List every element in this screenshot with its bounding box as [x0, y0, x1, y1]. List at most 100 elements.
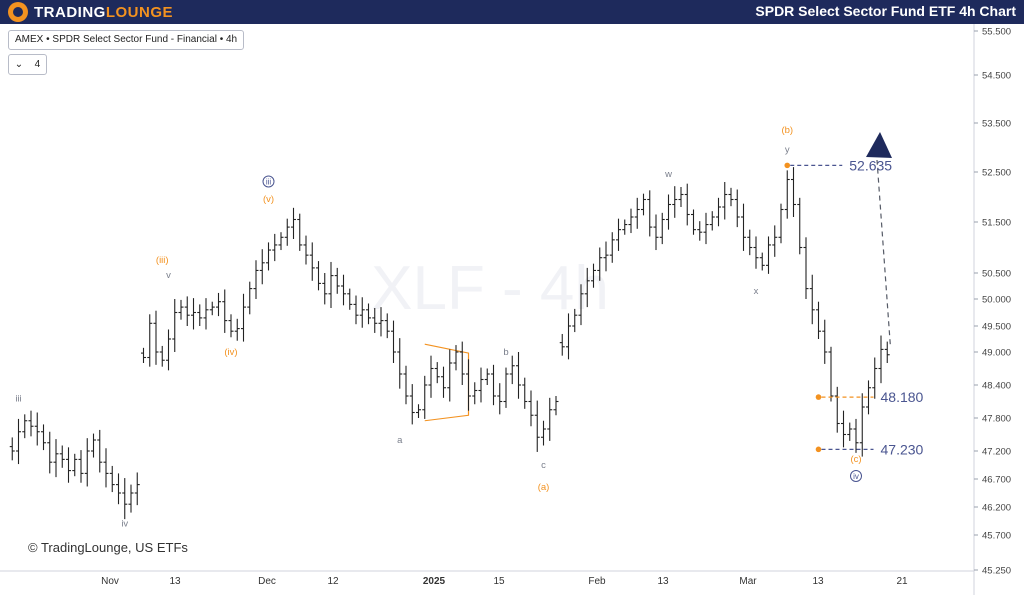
ohlc-bar [66, 447, 71, 483]
wave-label: w [664, 169, 672, 180]
ohlc-bar [822, 319, 828, 364]
ohlc-bar [641, 193, 646, 216]
ohlc-bar [84, 438, 90, 487]
ohlc-bar [866, 380, 871, 415]
ohlc-bar [528, 390, 534, 427]
y-tick-label: 46.700 [982, 475, 1011, 486]
wave-label: (c) [850, 454, 861, 465]
ohlc-bar [166, 329, 171, 371]
ohlc-bar [647, 190, 653, 237]
ohlc-bar [122, 478, 128, 520]
ohlc-bar [34, 412, 40, 446]
ohlc-bar [241, 293, 246, 342]
ohlc-bar [697, 221, 703, 241]
y-tick-label: 45.250 [982, 566, 1011, 577]
ohlc-bar [572, 308, 578, 333]
ohlc-bar [747, 229, 753, 256]
ohlc-bar [434, 362, 440, 384]
interval-selector[interactable]: ⌄ 4 [8, 54, 47, 75]
y-tick-label: 50.000 [982, 295, 1011, 306]
symbol-legend[interactable]: AMEX • SPDR Select Sector Fund - Financi… [8, 30, 245, 50]
ohlc-bar [728, 187, 734, 207]
ohlc-bar [622, 219, 628, 235]
ohlc-bar [228, 314, 234, 338]
ohlc-bar [584, 267, 590, 308]
wave-label: iii [15, 394, 21, 405]
ohlc-bar [741, 203, 746, 251]
ohlc-bar [653, 214, 659, 251]
ohlc-bar [403, 365, 409, 405]
ohlc-bar [128, 484, 134, 513]
ohlc-bar [172, 299, 178, 352]
ohlc-bar [409, 384, 415, 425]
ohlc-bar [847, 422, 853, 441]
wave-label: a [397, 435, 403, 446]
projection-arrow-icon [866, 132, 892, 158]
ohlc-bar [828, 346, 834, 402]
wave-label: (a) [538, 482, 550, 493]
y-tick-label: 45.700 [982, 531, 1011, 542]
ohlc-bar [9, 437, 15, 461]
ohlc-bar [453, 345, 459, 371]
ohlc-bar [778, 203, 784, 244]
level-anchor-dot [815, 394, 822, 400]
brand-name: TRADINGLOUNGE [34, 3, 173, 21]
ohlc-bar [753, 236, 759, 269]
level-label: 47.230 [881, 441, 924, 457]
y-tick-label: 47.800 [982, 414, 1011, 425]
ohlc-bar [97, 429, 103, 473]
y-tick-label: 54.500 [982, 71, 1011, 82]
ohlc-bar [716, 197, 721, 227]
ohlc-bar [541, 420, 546, 446]
ohlc-bar [197, 304, 203, 326]
ohlc-bar [253, 260, 259, 299]
ohlc-bar [28, 410, 34, 437]
ohlc-bar [591, 263, 596, 288]
wave-label: c [541, 460, 546, 471]
wave-label: (v) [263, 194, 274, 205]
ohlc-bar [153, 310, 159, 365]
ohlc-bar [141, 347, 146, 363]
ohlc-bar [91, 433, 96, 458]
ohlc-bar [116, 473, 121, 505]
x-tick-label: 12 [327, 576, 339, 587]
x-tick-label: Dec [258, 576, 276, 587]
level-anchor-dot [784, 162, 791, 169]
ohlc-bar [809, 274, 815, 325]
ohlc-bar [666, 194, 671, 230]
ohlc-bar [509, 355, 515, 385]
ohlc-bar [353, 295, 359, 325]
ohlc-bar [297, 213, 303, 251]
y-tick-label: 50.500 [982, 269, 1011, 280]
ohlc-bar [178, 299, 184, 320]
ohlc-bar [47, 431, 53, 474]
ohlc-bar [547, 397, 553, 441]
y-tick-label: 53.500 [982, 119, 1011, 130]
ohlc-bar [203, 298, 209, 330]
price-chart[interactable]: XLF - 4h 52.635 48.180 47.230 iii iv v (iii) (… [0, 24, 1024, 595]
ohlc-bar [222, 289, 228, 333]
y-tick-label: 52.500 [982, 168, 1011, 179]
x-tick-label: Feb [588, 576, 606, 587]
ohlc-bar [853, 418, 859, 453]
wave-label: (iii) [156, 255, 169, 266]
symbol-watermark: XLF - 4h [371, 254, 609, 323]
ohlc-bar [72, 453, 78, 477]
ohlc-bar [684, 183, 690, 226]
wave-label: b [503, 347, 508, 358]
ohlc-bar [234, 318, 240, 341]
wave-label: v [166, 270, 171, 281]
x-tick-label: 2025 [423, 576, 446, 587]
wave-label: (b) [781, 125, 793, 136]
ohlc-bar [878, 335, 884, 384]
ohlc-bar [78, 450, 84, 483]
ohlc-bar [422, 375, 428, 419]
y-tick-label: 55.500 [982, 27, 1011, 38]
ohlc-bar [859, 393, 865, 457]
ohlc-bar [672, 186, 678, 218]
wave-label: iv [121, 519, 128, 530]
ohlc-bar [378, 307, 384, 337]
ohlc-bar [478, 367, 484, 403]
y-tick-label: 46.200 [982, 503, 1011, 514]
brand-logo[interactable]: TRADINGLOUNGE [8, 2, 173, 22]
